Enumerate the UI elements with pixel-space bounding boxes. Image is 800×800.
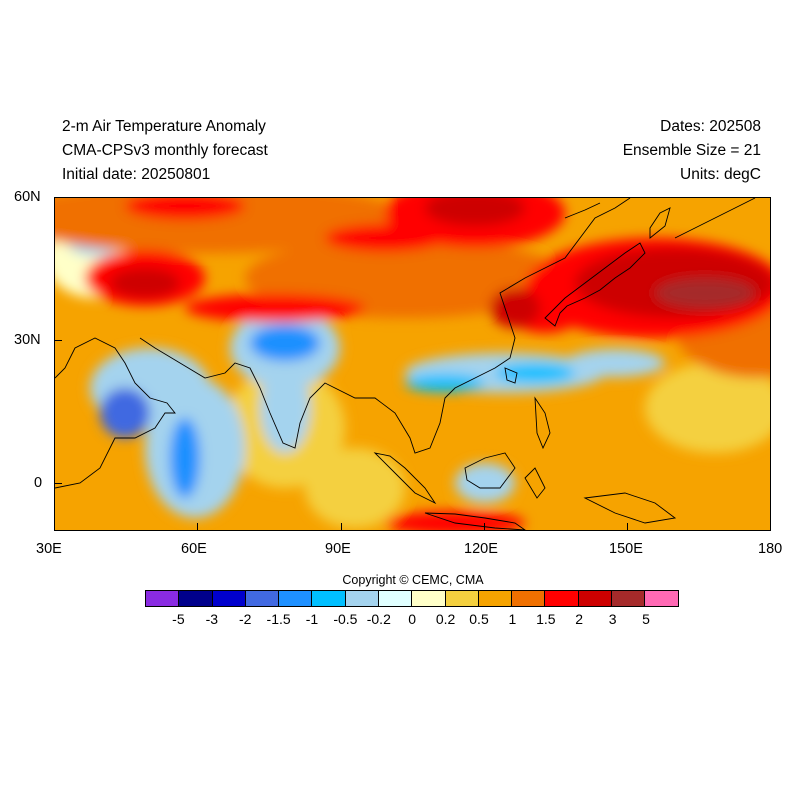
copyright-text: Copyright © CEMC, CMA (342, 573, 484, 587)
colorbar-label: 0 (408, 611, 417, 627)
colorbar-swatch (578, 591, 612, 606)
lon-label-180: 180 (758, 541, 783, 557)
lon-tick-60e (197, 523, 198, 531)
lat-label-30n: 30N (14, 332, 41, 348)
colorbar-swatch (179, 591, 213, 606)
colorbar-label: 1.5 (536, 611, 556, 627)
lat-tick-0 (54, 483, 62, 484)
anomaly-map (54, 197, 771, 531)
anomaly-field (55, 198, 770, 530)
colorbar-label: 5 (642, 611, 650, 627)
colorbar-swatch (478, 591, 513, 606)
colorbar-label: 1 (508, 611, 517, 627)
colorbar-label: -2 (238, 611, 252, 627)
colorbar-label: 0.2 (435, 611, 456, 627)
colorbar-label: 2 (575, 611, 584, 627)
colorbar-label: -3 (205, 611, 219, 627)
lon-label-120e: 120E (464, 541, 498, 557)
colorbar-swatch (378, 591, 413, 606)
colorbar-label: -0.2 (366, 611, 391, 627)
colorbar-label: -1.5 (266, 611, 291, 627)
lon-label-30e: 30E (36, 541, 62, 557)
colorbar (145, 590, 680, 607)
map-title: 2-m Air Temperature Anomaly (62, 118, 266, 135)
colorbar-swatch (245, 591, 280, 606)
colorbar-label: -5 (172, 611, 185, 627)
colorbar-swatch (445, 591, 479, 606)
lon-tick-120e (484, 523, 485, 531)
lon-tick-90e (341, 523, 342, 531)
lat-tick-30n (54, 340, 62, 341)
lat-tick-60n (54, 197, 62, 198)
colorbar-label: -1 (305, 611, 319, 627)
colorbar-swatch (412, 591, 446, 606)
lat-label-0: 0 (34, 475, 43, 491)
lon-label-60e: 60E (181, 541, 207, 557)
lon-tick-30e (54, 523, 55, 531)
lon-label-90e: 90E (325, 541, 351, 557)
ensemble-size: Ensemble Size = 21 (622, 142, 761, 159)
colorbar-swatch (146, 591, 180, 606)
initial-date: Initial date: 20250801 (62, 166, 211, 183)
colorbar-swatch (345, 591, 379, 606)
colorbar-swatch (279, 591, 313, 606)
units-label: Units: degC (680, 166, 761, 183)
forecast-dates: Dates: 202508 (660, 118, 761, 135)
lon-tick-150e (627, 523, 628, 531)
colorbar-label: -0.5 (333, 611, 358, 627)
colorbar-swatch (611, 591, 646, 606)
colorbar-swatch (645, 591, 679, 606)
colorbar-swatch (312, 591, 346, 606)
lon-label-150e: 150E (609, 541, 643, 557)
colorbar-swatch (512, 591, 546, 606)
colorbar-swatch (545, 591, 579, 606)
colorbar-label: 3 (608, 611, 617, 627)
colorbar-label: 0.5 (469, 611, 489, 627)
lat-label-60n: 60N (14, 189, 41, 205)
lon-tick-180 (770, 523, 771, 531)
model-name: CMA-CPSv3 monthly forecast (62, 142, 268, 159)
colorbar-swatch (212, 591, 246, 606)
